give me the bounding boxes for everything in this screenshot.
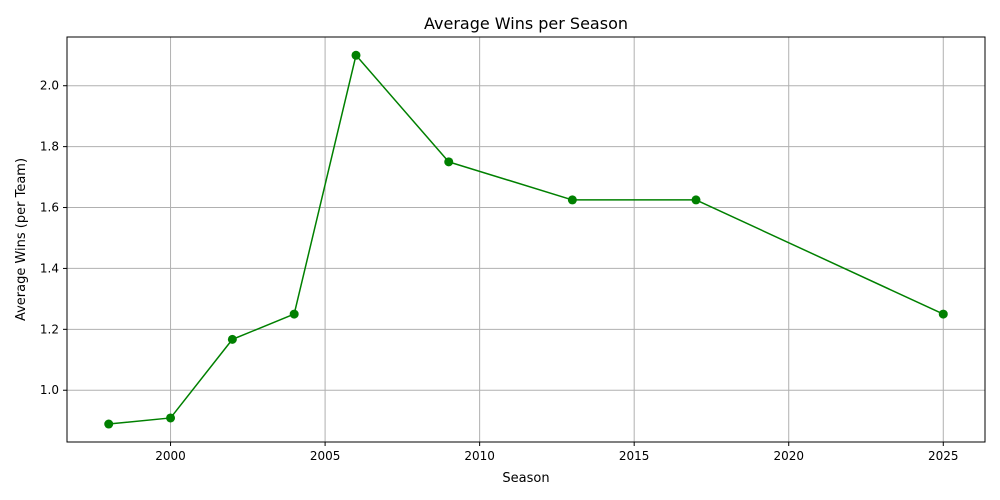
- y-tick-label: 1.8: [40, 140, 59, 154]
- plot-area-frame: [66, 36, 986, 443]
- y-tick-label: 1.4: [40, 261, 59, 275]
- data-point: [227, 334, 237, 344]
- x-tick-label: 2000: [155, 449, 186, 463]
- series-layer: [104, 50, 948, 429]
- chart-title: Average Wins per Season: [424, 14, 628, 33]
- data-point: [351, 50, 361, 60]
- data-point: [444, 157, 454, 167]
- data-point: [938, 309, 948, 319]
- y-tick-label: 1.0: [40, 383, 59, 397]
- y-tick-label: 1.2: [40, 322, 59, 336]
- y-tick-label: 2.0: [40, 79, 59, 93]
- x-tick-label: 2005: [310, 449, 341, 463]
- data-point: [289, 309, 299, 319]
- x-axis-label: Season: [502, 471, 549, 486]
- y-axis-label: Average Wins (per Team): [14, 158, 29, 321]
- data-point: [166, 413, 176, 423]
- x-tick-label: 2010: [464, 449, 495, 463]
- grid-lines: [67, 37, 985, 442]
- y-tick-label: 1.6: [40, 201, 59, 215]
- axis-ticks: 2000 2005 2010 2015 2020 2025 1.0 1.2 1.4 1.6 1.8 2…: [40, 79, 959, 463]
- data-point: [691, 195, 701, 205]
- x-tick-label: 2020: [773, 449, 804, 463]
- x-tick-label: 2015: [619, 449, 650, 463]
- data-point: [104, 419, 114, 429]
- data-point: [567, 195, 577, 205]
- x-tick-label: 2025: [928, 449, 959, 463]
